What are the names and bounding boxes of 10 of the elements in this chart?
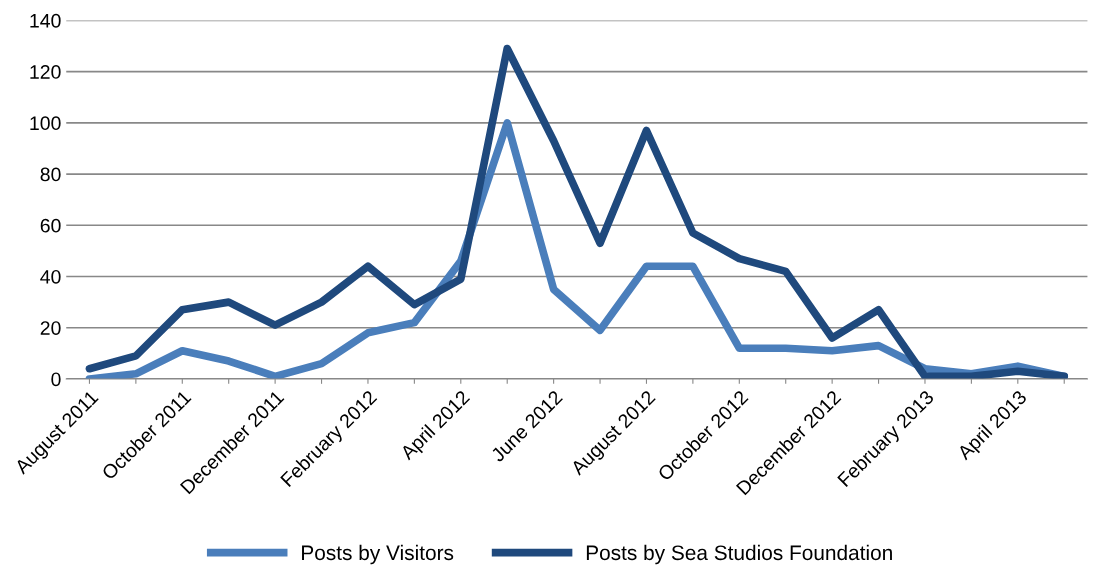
- y-tick-label: 140: [30, 13, 61, 28]
- y-tick-label: 0: [51, 372, 61, 387]
- legend-label: Posts by Sea Studios Foundation: [586, 544, 892, 565]
- y-tick-label: 60: [40, 218, 61, 233]
- y-tick-label: 80: [40, 167, 61, 182]
- y-tick-label: 40: [40, 269, 61, 284]
- y-tick-label: 120: [30, 65, 61, 79]
- y-tick-label: 20: [40, 321, 61, 335]
- y-tick-label: 100: [30, 116, 61, 131]
- legend-label: Posts by Visitors: [302, 544, 454, 565]
